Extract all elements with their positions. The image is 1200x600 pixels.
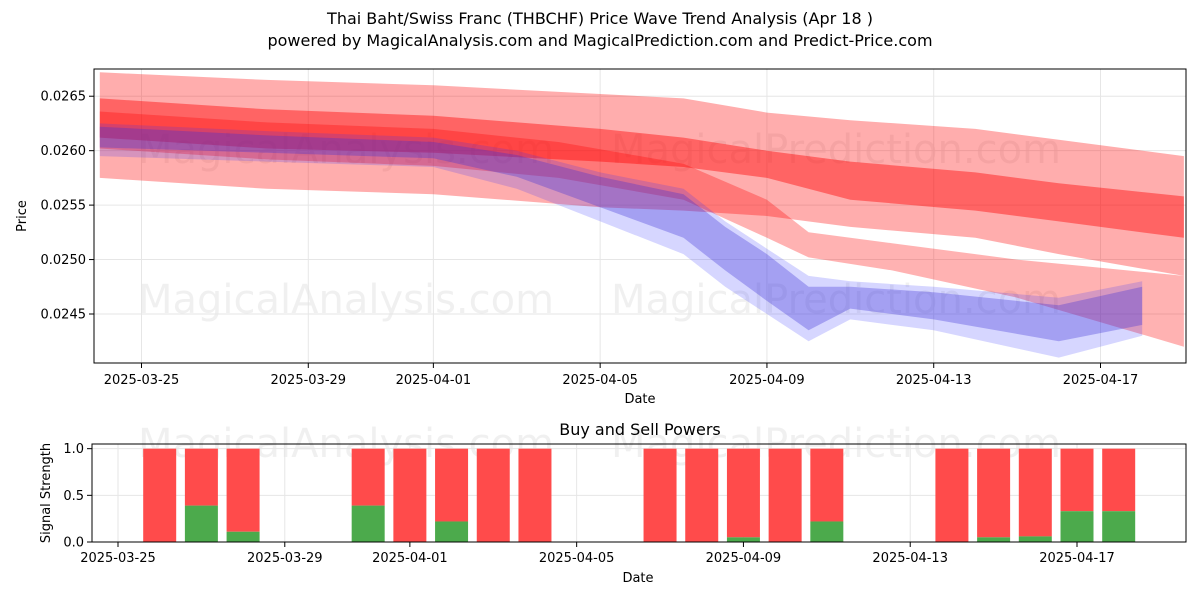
powers-chart-bars [143, 448, 1136, 542]
main-chart-bands [99, 72, 1184, 358]
powers-x-axis-title: Date [622, 571, 653, 586]
main-x-tick-label: 2025-04-13 [896, 373, 972, 388]
sell-power-bar [768, 448, 802, 542]
price-band-3 [99, 111, 1184, 347]
buy-power-bar [977, 537, 1011, 542]
main-y-tick-label: 0.0250 [41, 253, 87, 268]
buy-power-bar [184, 505, 218, 542]
chart-subtitle: powered by MagicalAnalysis.com and Magic… [267, 31, 933, 50]
sell-power-bar [685, 448, 719, 542]
sell-power-bar [810, 448, 844, 522]
main-x-tick-label: 2025-04-01 [396, 373, 472, 388]
buy-power-bar [1060, 511, 1094, 542]
sell-power-bar [977, 448, 1011, 538]
watermark-analysis-main: MagicalAnalysis.com [138, 277, 554, 323]
powers-y-tick-label: 0.0 [63, 536, 84, 551]
powers-y-tick-label: 0.5 [63, 489, 84, 504]
main-x-axis-title: Date [624, 392, 655, 407]
buy-power-bar [810, 521, 844, 542]
main-y-axis: 0.0245 0.0250 0.0255 0.0260 0.0265 [41, 90, 94, 323]
sell-power-bar [726, 448, 760, 538]
watermark-group: MagicalAnalysis.com MagicalPrediction.co… [138, 127, 1061, 467]
sell-power-bar [1060, 448, 1094, 512]
main-x-tick-label: 2025-03-25 [104, 373, 180, 388]
main-y-tick-label: 0.0260 [41, 144, 87, 159]
powers-x-tick-label: 2025-04-05 [539, 551, 615, 566]
main-x-tick-label: 2025-04-09 [729, 373, 805, 388]
sell-power-bar [226, 448, 260, 532]
powers-x-tick-label: 2025-03-29 [247, 551, 323, 566]
main-y-axis-title: Price [15, 200, 30, 232]
buy-power-bar [226, 531, 260, 542]
powers-plot-frame [91, 443, 1187, 543]
powers-y-tick-label: 1.0 [63, 442, 84, 457]
main-y-tick-label: 0.0245 [41, 308, 87, 323]
buy-power-bar [726, 537, 760, 542]
main-x-axis: 2025-03-25 2025-03-29 2025-04-01 2025-04-05… [104, 363, 1139, 388]
sell-power-bar [518, 448, 552, 542]
powers-x-axis: 2025-03-25 2025-03-29 2025-04-01 2025-04-05… [80, 542, 1115, 566]
main-x-tick-label: 2025-04-05 [562, 373, 638, 388]
buy-power-bar [351, 505, 385, 542]
price-band-5 [99, 126, 1143, 342]
sell-power-bar [184, 448, 218, 506]
sell-power-bar [435, 448, 469, 522]
main-x-tick-label: 2025-03-29 [271, 373, 347, 388]
powers-x-tick-label: 2025-04-09 [706, 551, 782, 566]
powers-y-axis-title: Signal Strength [39, 443, 54, 543]
powers-y-axis: 0.0 0.5 1.0 [63, 442, 92, 551]
main-y-tick-label: 0.0255 [41, 199, 87, 214]
powers-chart-title: Buy and Sell Powers [559, 420, 721, 439]
chart-title: Thai Baht/Swiss Franc (THBCHF) Price Wav… [327, 9, 873, 28]
price-band-1 [99, 72, 1184, 276]
main-chart-grid [94, 69, 1186, 363]
price-band-2 [99, 98, 1184, 238]
watermark-prediction-main: MagicalPrediction.com [611, 277, 1061, 323]
sell-power-bar [1018, 448, 1052, 537]
main-y-tick-label: 0.0265 [41, 90, 87, 105]
powers-x-tick-label: 2025-03-25 [80, 551, 156, 566]
sell-power-bar [1102, 448, 1136, 512]
main-x-tick-label: 2025-04-17 [1063, 373, 1139, 388]
sell-power-bar [351, 448, 385, 506]
buy-power-bar [435, 521, 469, 542]
watermark-prediction-main-top: MagicalPrediction.com [611, 127, 1061, 173]
price-band-4 [99, 123, 1143, 358]
sell-power-bar [643, 448, 677, 542]
buy-power-bar [1018, 536, 1052, 542]
buy-power-bar [1102, 511, 1136, 542]
sell-power-bar [935, 448, 969, 542]
powers-x-tick-label: 2025-04-13 [872, 551, 948, 566]
main-plot-frame [93, 68, 1187, 364]
sell-power-bar [393, 448, 427, 542]
powers-x-tick-label: 2025-04-17 [1039, 551, 1115, 566]
sell-power-bar [143, 448, 177, 542]
powers-x-tick-label: 2025-04-01 [372, 551, 448, 566]
sell-power-bar [476, 448, 510, 542]
watermark-analysis-main-top: MagicalAnalysis.com [138, 127, 554, 173]
